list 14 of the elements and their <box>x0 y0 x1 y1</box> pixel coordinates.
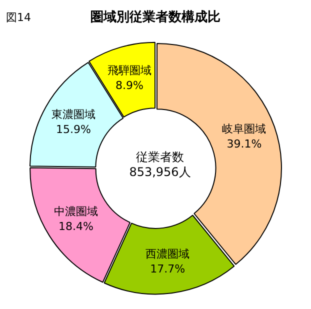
slice-label: 西濃圏域 <box>146 248 190 261</box>
text: 853,956人 <box>128 165 192 180</box>
slice-label: 岐阜圏域 <box>222 122 266 136</box>
slice-label: 東濃圏域 <box>51 108 96 122</box>
text: 従業者数 <box>135 150 185 165</box>
caption: 図14 <box>6 10 31 25</box>
data-label: 18.4% <box>58 220 94 233</box>
data-label: 39.1% <box>226 138 262 151</box>
data-label: 15.9% <box>56 123 91 136</box>
data-label: 17.7% <box>150 262 186 276</box>
chart-title: 圏域別従業者数構成比 <box>90 10 220 25</box>
slice-label: 飛騨圏域 <box>108 64 152 77</box>
slice-label: 中濃圏域 <box>54 204 98 218</box>
data-label: 8.9% <box>116 78 144 92</box>
